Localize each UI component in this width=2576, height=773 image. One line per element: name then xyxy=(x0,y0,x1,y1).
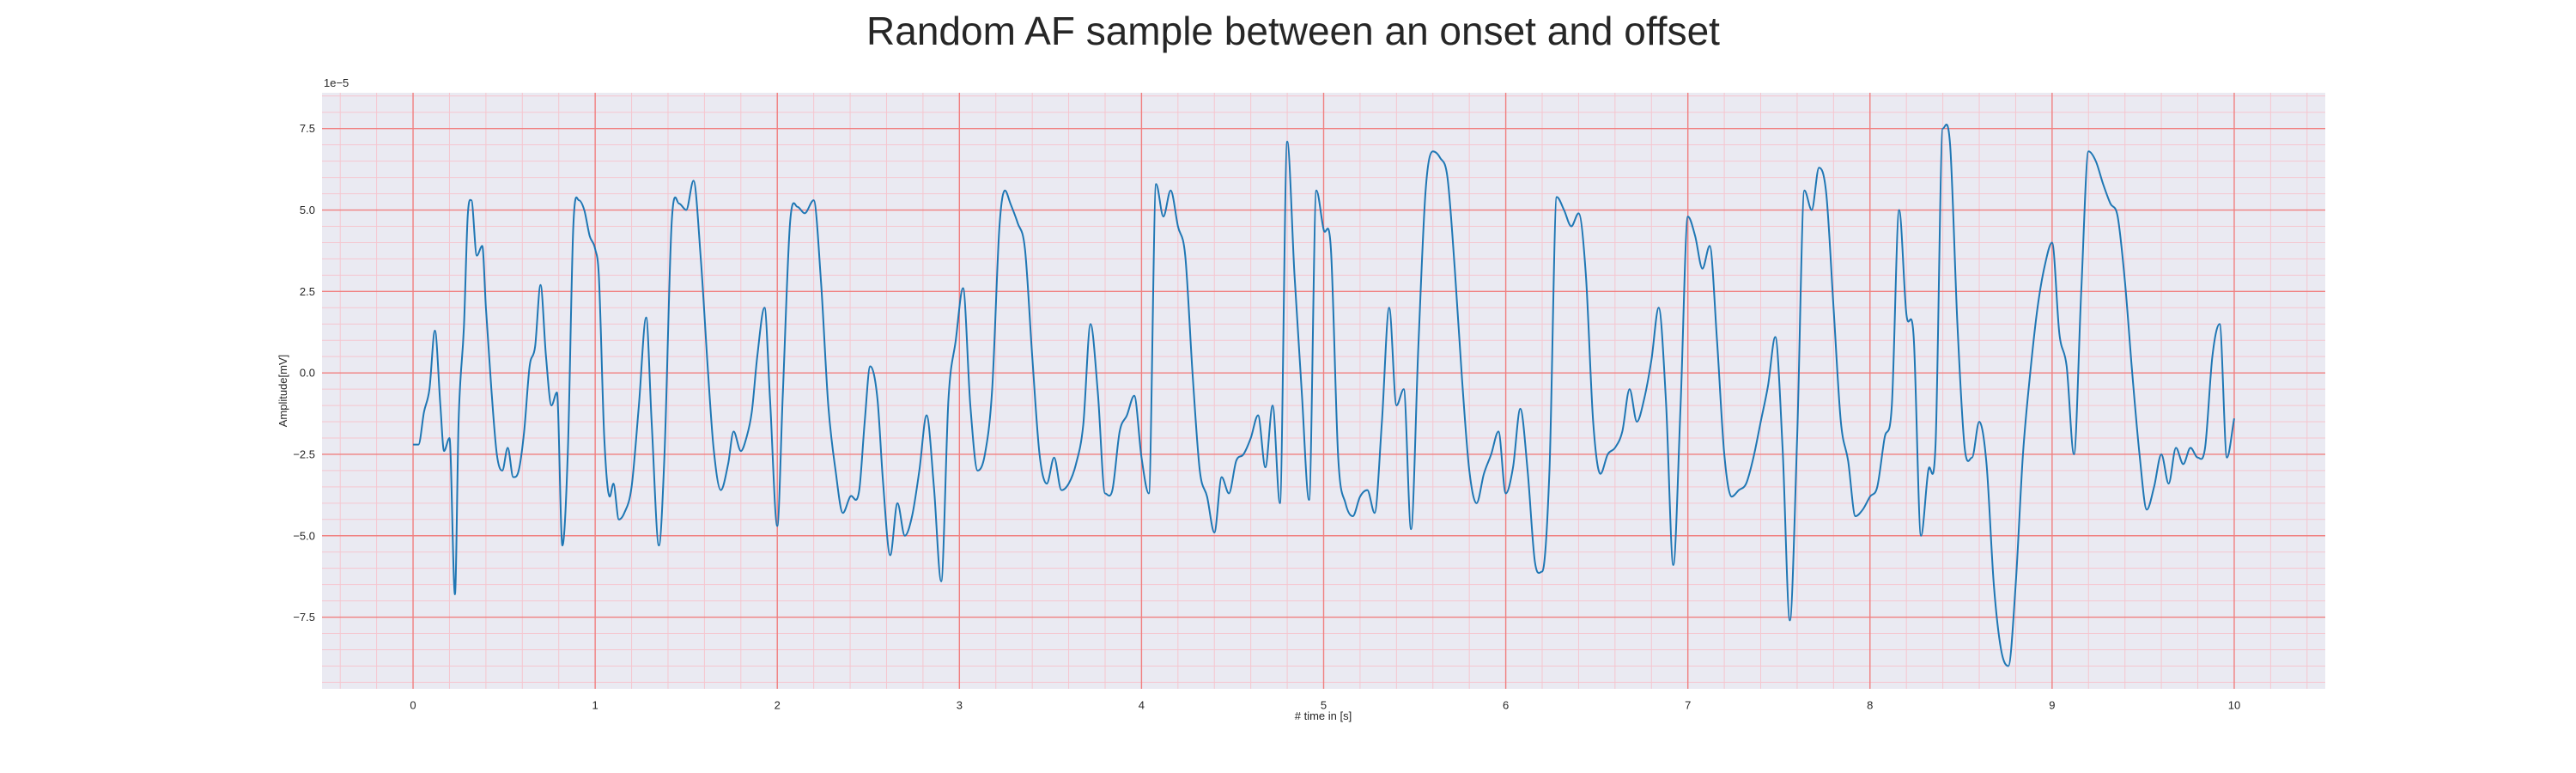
x-tick-label: 9 xyxy=(2049,699,2055,712)
x-tick-label: 6 xyxy=(1503,699,1509,712)
x-tick-label: 5 xyxy=(1321,699,1327,712)
y-tick-label: 2.5 xyxy=(300,285,315,298)
y-offset-label: 1e−5 xyxy=(324,76,349,89)
series-line-signal xyxy=(413,123,2235,667)
y-tick-label: −5.0 xyxy=(293,529,315,542)
x-tick-label: 0 xyxy=(410,699,416,712)
x-tick-label: 8 xyxy=(1867,699,1873,712)
y-tick-label: −2.5 xyxy=(293,447,315,460)
major-grid xyxy=(322,93,2325,689)
x-tick-label: 10 xyxy=(2228,699,2240,712)
y-tick-label: −7.5 xyxy=(293,611,315,624)
x-tick-label: 7 xyxy=(1685,699,1691,712)
x-tick-label: 1 xyxy=(592,699,598,712)
chart-title: Random AF sample between an onset and of… xyxy=(866,9,1720,53)
x-tick-label: 3 xyxy=(957,699,963,712)
x-axis-ticks: 0 1 2 3 4 5 6 7 8 9 10 xyxy=(410,699,2240,712)
y-axis-ticks: 7.5 5.0 2.5 0.0 −2.5 −5.0 −7.5 xyxy=(293,122,315,624)
x-tick-label: 2 xyxy=(775,699,781,712)
y-axis-label: Amplitude[mV] xyxy=(276,355,289,428)
x-tick-label: 4 xyxy=(1139,699,1145,712)
y-tick-label: 5.0 xyxy=(300,204,315,216)
y-tick-label: 7.5 xyxy=(300,122,315,135)
x-axis-label: # time in [s] xyxy=(1295,709,1352,722)
y-tick-label: 0.0 xyxy=(300,367,315,380)
